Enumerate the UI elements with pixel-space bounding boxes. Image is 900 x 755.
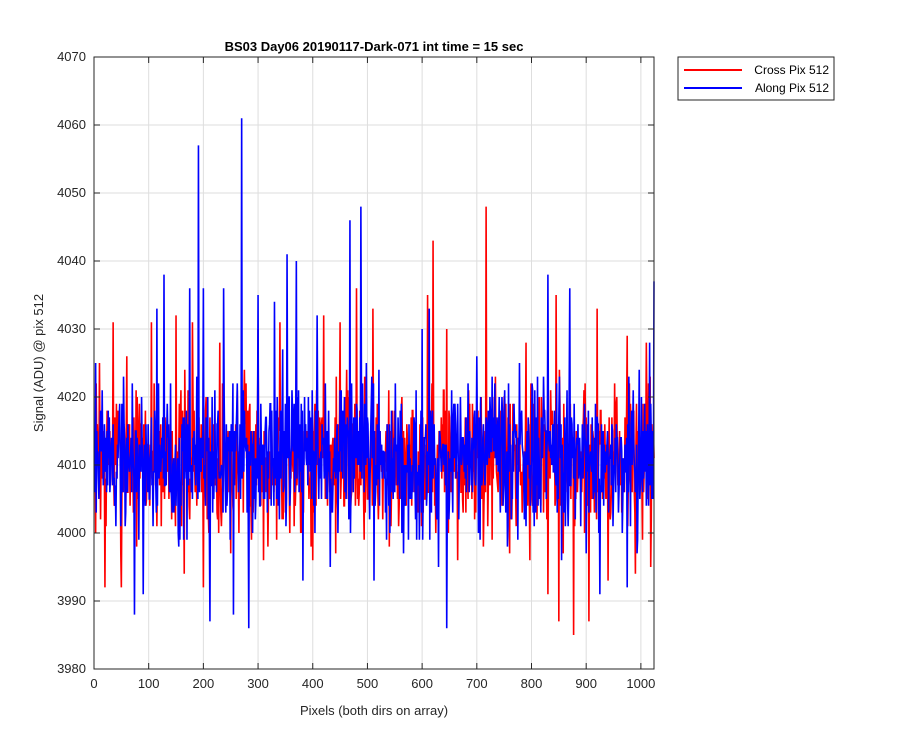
x-tick-label: 300 <box>247 676 269 691</box>
legend-label-cross: Cross Pix 512 <box>754 63 829 77</box>
y-tick-label: 4040 <box>57 253 86 268</box>
y-tick-label: 4060 <box>57 117 86 132</box>
x-tick-label: 800 <box>521 676 543 691</box>
y-tick-label: 4030 <box>57 321 86 336</box>
series-line-along-pix-512 <box>93 118 655 629</box>
series-layer <box>93 118 655 636</box>
y-tick-label: 3980 <box>57 661 86 676</box>
legend-label-along: Along Pix 512 <box>755 81 829 95</box>
tick-labels: 0 100 200 300 400 500 600 700 800 900 1000 3980 3990… <box>57 49 655 691</box>
x-tick-label: 100 <box>138 676 160 691</box>
y-axis-label: Signal (ADU) @ pix 512 <box>31 294 46 432</box>
x-tick-label: 900 <box>575 676 597 691</box>
legend: Cross Pix 512 Along Pix 512 <box>677 56 835 101</box>
y-tick-label: 4010 <box>57 457 86 472</box>
y-tick-label: 4000 <box>57 525 86 540</box>
y-tick-label: 4070 <box>57 49 86 64</box>
y-tick-label: 4020 <box>57 389 86 404</box>
legend-box <box>677 56 835 101</box>
x-tick-label: 500 <box>357 676 379 691</box>
y-tick-label: 4050 <box>57 185 86 200</box>
x-tick-label: 0 <box>90 676 97 691</box>
x-axis-label: Pixels (both dirs on array) <box>300 703 448 718</box>
chart-title: BS03 Day06 20190117-Dark-071 int time = … <box>225 39 524 54</box>
x-tick-label: 400 <box>302 676 324 691</box>
y-tick-label: 3990 <box>57 593 86 608</box>
x-tick-label: 1000 <box>626 676 655 691</box>
x-tick-label: 700 <box>466 676 488 691</box>
x-tick-label: 200 <box>193 676 215 691</box>
axes-box <box>93 56 655 670</box>
ticks <box>93 56 654 670</box>
x-tick-label: 600 <box>411 676 433 691</box>
